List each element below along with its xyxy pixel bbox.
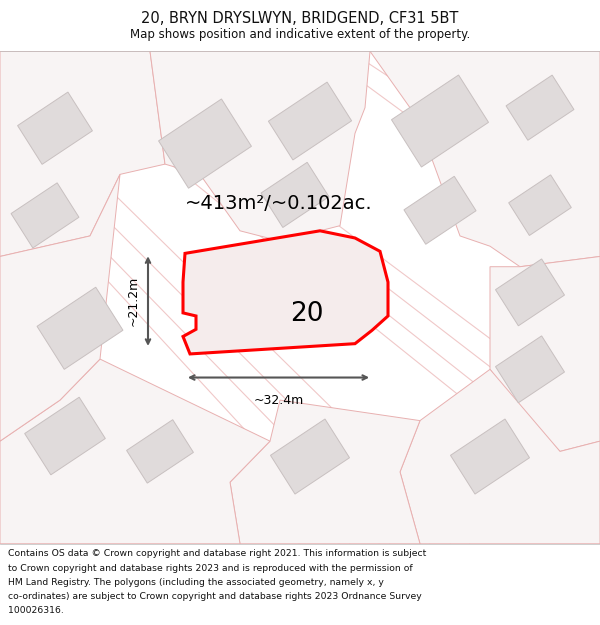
- Polygon shape: [496, 336, 565, 402]
- Polygon shape: [248, 241, 312, 303]
- Text: 20, BRYN DRYSLWYN, BRIDGEND, CF31 5BT: 20, BRYN DRYSLWYN, BRIDGEND, CF31 5BT: [142, 11, 458, 26]
- Polygon shape: [268, 82, 352, 160]
- Polygon shape: [316, 269, 385, 336]
- Polygon shape: [25, 398, 106, 475]
- Polygon shape: [230, 400, 420, 544]
- Polygon shape: [127, 420, 193, 483]
- Polygon shape: [0, 359, 270, 544]
- Polygon shape: [496, 259, 565, 326]
- Polygon shape: [37, 288, 123, 369]
- Polygon shape: [261, 162, 329, 228]
- Polygon shape: [183, 231, 388, 354]
- Polygon shape: [17, 92, 92, 164]
- Polygon shape: [370, 51, 600, 267]
- Text: ~21.2m: ~21.2m: [127, 276, 140, 326]
- Polygon shape: [404, 176, 476, 244]
- Polygon shape: [451, 419, 530, 494]
- Text: ~413m²/~0.102ac.: ~413m²/~0.102ac.: [185, 194, 373, 213]
- Text: ~32.4m: ~32.4m: [253, 394, 304, 407]
- Text: to Crown copyright and database rights 2023 and is reproduced with the permissio: to Crown copyright and database rights 2…: [8, 564, 412, 572]
- Polygon shape: [509, 175, 571, 236]
- Polygon shape: [158, 99, 251, 188]
- Polygon shape: [490, 256, 600, 451]
- Text: HM Land Registry. The polygons (including the associated geometry, namely x, y: HM Land Registry. The polygons (includin…: [8, 578, 383, 587]
- Polygon shape: [0, 51, 165, 256]
- Polygon shape: [506, 75, 574, 140]
- Polygon shape: [11, 183, 79, 248]
- Polygon shape: [400, 369, 600, 544]
- Polygon shape: [391, 75, 488, 167]
- Polygon shape: [271, 419, 350, 494]
- Polygon shape: [150, 51, 370, 241]
- Text: co-ordinates) are subject to Crown copyright and database rights 2023 Ordnance S: co-ordinates) are subject to Crown copyr…: [8, 592, 422, 601]
- Text: 100026316.: 100026316.: [8, 606, 64, 615]
- Text: 20: 20: [290, 301, 323, 327]
- Polygon shape: [0, 174, 120, 441]
- Text: Map shows position and indicative extent of the property.: Map shows position and indicative extent…: [130, 28, 470, 41]
- Text: Contains OS data © Crown copyright and database right 2021. This information is : Contains OS data © Crown copyright and d…: [8, 549, 426, 559]
